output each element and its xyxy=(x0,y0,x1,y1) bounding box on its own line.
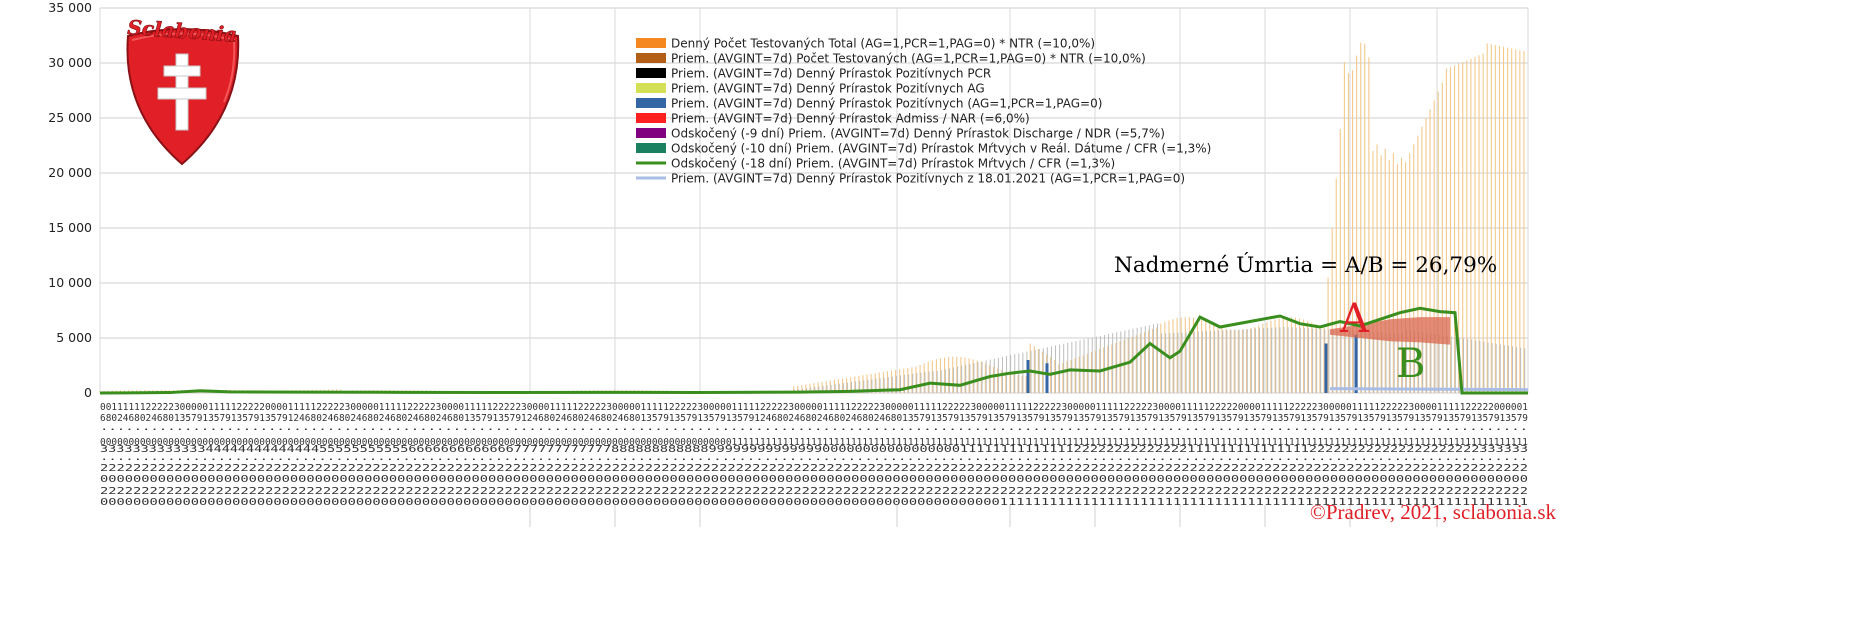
x-tick-row: 0000000000000000000000000000000000000000… xyxy=(100,497,1528,508)
x-tick-labels: 0011111122222300000111112222200001111122… xyxy=(100,402,1528,508)
y-tick-labels: 35 000 30 000 25 000 20 000 15 000 10 000 5 00… xyxy=(48,0,92,400)
legend-label: Odskočený (-10 dní) Priem. (AVGINT=7d) P… xyxy=(671,142,1211,156)
y-tick-label: 0 xyxy=(84,385,92,400)
x-tick-row: 0011111122222300000111112222200001111122… xyxy=(100,402,1528,413)
double-cross-icon xyxy=(157,53,207,131)
legend-label: Priem. (AVGINT=7d) Denný Prírastok Pozit… xyxy=(671,172,1185,186)
annotation-title: Nadmerné Úmrtia = A/B = 26,79% xyxy=(1114,251,1497,278)
label-b: B xyxy=(1396,341,1425,387)
legend-swatch xyxy=(636,68,666,78)
shield-bevel xyxy=(131,32,236,103)
y-tick-label: 15 000 xyxy=(48,220,92,235)
x-tick-row: 6802468024680135791357913579135791246802… xyxy=(100,413,1528,424)
areas-layer xyxy=(1329,317,1529,392)
legend-label: Denný Počet Testovaných Total (AG=1,PCR=… xyxy=(671,37,1095,51)
bars-layer xyxy=(99,42,1526,393)
y-tick-label: 10 000 xyxy=(48,275,92,290)
x-tick-dots: ........................................… xyxy=(100,452,1528,463)
sclabonia-logo: Sclabonia xyxy=(126,15,240,166)
legend-swatch xyxy=(636,83,666,93)
legend-label: Odskočený (-9 dní) Priem. (AVGINT=7d) De… xyxy=(671,127,1165,141)
legend: Denný Počet Testovaných Total (AG=1,PCR=… xyxy=(636,37,1211,186)
copyright-text: ©Pradrev, 2021, sclabonia.sk xyxy=(1309,500,1556,524)
positive-jan-line xyxy=(1329,387,1529,392)
excess-area-a xyxy=(1330,317,1450,345)
legend-label: Priem. (AVGINT=7d) Denný Prírastok Pozit… xyxy=(671,97,1102,111)
legend-swatch xyxy=(636,113,666,123)
x-tick-row: 3333333333333444444444444445555555555566… xyxy=(100,444,1528,455)
deaths-line xyxy=(99,306,1528,395)
legend-label: Priem. (AVGINT=7d) Denný Prírastok Pozit… xyxy=(671,67,991,81)
grid xyxy=(99,7,1529,527)
legend-label: Priem. (AVGINT=7d) Denný Prírastok Pozit… xyxy=(671,82,985,96)
x-tick-row: 0000000000000000000000000000000000000000… xyxy=(100,474,1528,485)
legend-label: Priem. (AVGINT=7d) Denný Prírastok Admis… xyxy=(671,112,1030,126)
lines-layer xyxy=(99,306,1528,395)
chart-svg: 35 000 30 000 25 000 20 000 15 000 10 000 5 00… xyxy=(48,0,1529,527)
chart-root: 35 000 30 000 25 000 20 000 15 000 10 000 5 00… xyxy=(48,0,1556,527)
legend-label: Priem. (AVGINT=7d) Počet Testovaných (AG… xyxy=(671,52,1146,66)
legend-swatch xyxy=(636,128,666,138)
legend-label: Odskočený (-18 dní) Priem. (AVGINT=7d) P… xyxy=(671,157,1115,171)
y-tick-label: 5 000 xyxy=(56,330,92,345)
x-tick-dots: ........................................… xyxy=(100,422,1528,433)
y-tick-label: 35 000 xyxy=(48,0,92,15)
y-tick-label: 30 000 xyxy=(48,55,92,70)
y-tick-label: 20 000 xyxy=(48,165,92,180)
label-a: A xyxy=(1339,296,1370,342)
x-tick-row: 2222222222222222222222222222222222222222… xyxy=(100,463,1528,474)
y-tick-label: 25 000 xyxy=(48,110,92,125)
x-tick-row: 0000000000000000000000000000000000000000… xyxy=(100,437,1528,448)
legend-swatch xyxy=(636,143,666,153)
legend-swatch xyxy=(636,53,666,63)
legend-swatch xyxy=(636,98,666,108)
legend-swatch xyxy=(636,38,666,48)
x-tick-row: 2222222222222222222222222222222222222222… xyxy=(100,486,1528,497)
